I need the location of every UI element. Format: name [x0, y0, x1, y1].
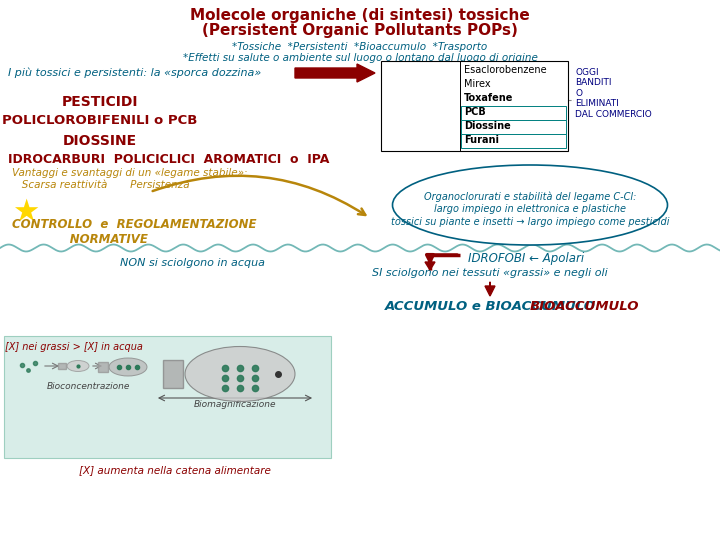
- Text: Organoclorurati e stabilità del legame C-Cl:: Organoclorurati e stabilità del legame C…: [424, 191, 636, 201]
- FancyArrow shape: [58, 363, 66, 369]
- Text: Bioconcentrazione: Bioconcentrazione: [46, 382, 130, 391]
- Text: DDT: DDT: [385, 65, 406, 75]
- Text: Endrin: Endrin: [385, 107, 416, 117]
- Text: Mirex: Mirex: [464, 79, 490, 89]
- Text: SI sciolgono nei tessuti «grassi» e negli oli: SI sciolgono nei tessuti «grassi» e negl…: [372, 268, 608, 278]
- Text: Vantaggi e svantaggi di un «legame stabile»:
   Scarsa reattività       Persiste: Vantaggi e svantaggi di un «legame stabi…: [12, 168, 248, 190]
- Text: BIOACCUMULO: BIOACCUMULO: [530, 300, 639, 313]
- FancyBboxPatch shape: [381, 61, 568, 151]
- Text: *Effetti su salute o ambiente sul luogo o lontano dal luogo di origine: *Effetti su salute o ambiente sul luogo …: [183, 53, 537, 63]
- Text: tossici su piante e insetti → largo impiego come pesticidi: tossici su piante e insetti → largo impi…: [391, 217, 670, 227]
- Text: Toxafene: Toxafene: [464, 93, 513, 103]
- Text: Biomagnificazione: Biomagnificazione: [194, 400, 276, 409]
- Ellipse shape: [109, 358, 147, 376]
- FancyBboxPatch shape: [4, 336, 331, 458]
- Text: Eptacloro: Eptacloro: [385, 135, 431, 145]
- FancyArrow shape: [425, 262, 435, 270]
- Text: *Tossiche  *Persistenti  *Bioaccumulo  *Trasporto: *Tossiche *Persistenti *Bioaccumulo *Tra…: [233, 42, 487, 52]
- FancyBboxPatch shape: [461, 119, 565, 133]
- FancyArrow shape: [485, 282, 495, 296]
- FancyBboxPatch shape: [461, 133, 565, 147]
- Text: CONTROLLO  e  REGOLAMENTAZIONE
              NORMATIVE: CONTROLLO e REGOLAMENTAZIONE NORMATIVE: [12, 218, 256, 246]
- Ellipse shape: [67, 361, 89, 372]
- FancyArrow shape: [98, 362, 108, 372]
- Text: Dieldrin: Dieldrin: [385, 93, 429, 103]
- Text: [X] nei grassi > [X] in acqua: [X] nei grassi > [X] in acqua: [5, 342, 143, 352]
- Text: PCB: PCB: [464, 107, 486, 117]
- Text: ★: ★: [12, 198, 40, 227]
- Text: largo impiego in elettronica e plastiche: largo impiego in elettronica e plastiche: [434, 204, 626, 214]
- Text: Furani: Furani: [464, 135, 499, 145]
- Text: Clordano: Clordano: [385, 121, 428, 131]
- Text: Aldrin: Aldrin: [385, 79, 413, 89]
- Text: Diossine: Diossine: [464, 121, 510, 131]
- Text: Molecole organiche (di sintesi) tossiche: Molecole organiche (di sintesi) tossiche: [190, 8, 530, 23]
- FancyBboxPatch shape: [461, 105, 565, 119]
- FancyArrow shape: [295, 64, 375, 82]
- Ellipse shape: [185, 347, 295, 402]
- Ellipse shape: [392, 165, 667, 245]
- Text: IDROCARBURI  POLICICLICI  AROMATICI  o  IPA: IDROCARBURI POLICICLICI AROMATICI o IPA: [8, 153, 329, 166]
- Text: POLICLOROBIFENILI o PCB: POLICLOROBIFENILI o PCB: [2, 114, 198, 127]
- Text: [X] aumenta nella catena alimentare: [X] aumenta nella catena alimentare: [79, 465, 271, 475]
- Text: NON si sciolgono in acqua: NON si sciolgono in acqua: [120, 258, 265, 268]
- Text: IDROFOBI ← Apolari: IDROFOBI ← Apolari: [468, 252, 584, 265]
- Text: PESTICIDI: PESTICIDI: [62, 95, 138, 109]
- Text: DIOSSINE: DIOSSINE: [63, 134, 137, 148]
- FancyArrow shape: [163, 360, 183, 388]
- Text: Esaclorobenzene: Esaclorobenzene: [464, 65, 546, 75]
- Text: OGGI
BANDITI
O
ELIMINATI
DAL COMMERCIO: OGGI BANDITI O ELIMINATI DAL COMMERCIO: [575, 68, 652, 119]
- Text: I più tossici e persistenti: la «sporca dozzina»: I più tossici e persistenti: la «sporca …: [8, 67, 261, 78]
- Text: ACCUMULO e BIOACCUMULO: ACCUMULO e BIOACCUMULO: [384, 300, 595, 313]
- Text: (Persistent Organic Pollutants POPs): (Persistent Organic Pollutants POPs): [202, 23, 518, 38]
